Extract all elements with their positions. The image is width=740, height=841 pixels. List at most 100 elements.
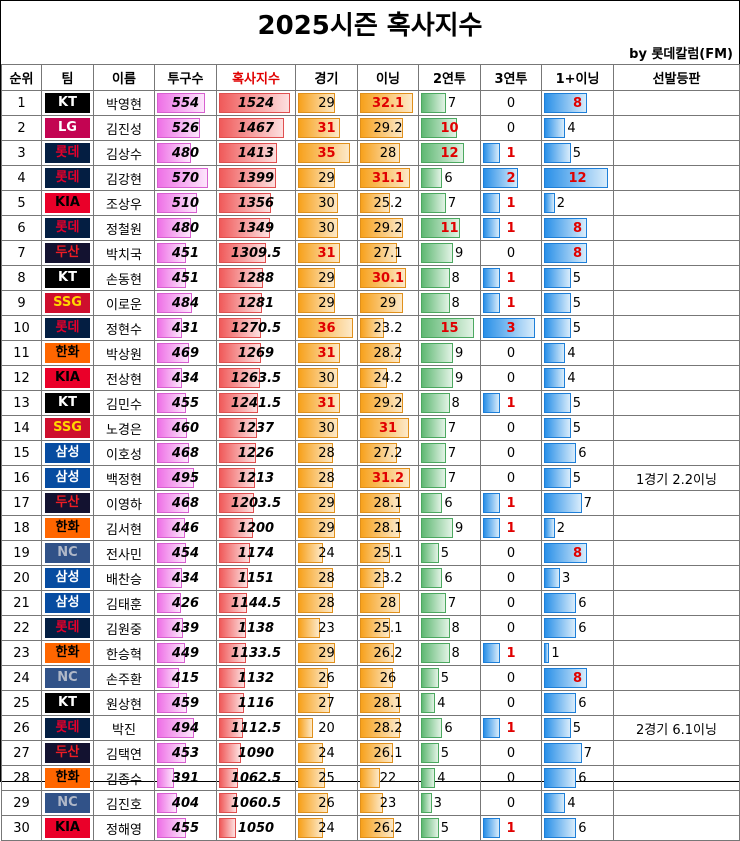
one-plus-cell-value: 5 <box>572 145 582 161</box>
team-badge: 한화 <box>45 343 90 363</box>
innings-cell-bar <box>360 443 397 463</box>
innings-cell: 26 <box>357 665 419 691</box>
innings-cell: 28 <box>357 140 419 166</box>
games-cell-value: 20 <box>318 720 335 736</box>
consec2-cell-value: 7 <box>447 595 457 611</box>
games-cell-bar <box>298 618 321 638</box>
team-badge: NC <box>45 793 90 813</box>
pitches-cell-bar <box>157 668 179 688</box>
one-plus-cell: 6 <box>541 765 614 791</box>
one-plus-cell-bar <box>544 693 577 713</box>
table-row: 18 한화 김서현 446 1200 29 28.1 9 1 2 <box>1 515 740 541</box>
games-cell: 31 <box>295 115 358 141</box>
pitches-cell: 526 <box>154 115 217 141</box>
consec3-cell-value: 1 <box>506 720 516 736</box>
table-row: 13 KT 김민수 455 1241.5 31 29.2 8 1 5 <box>1 390 740 416</box>
games-cell: 36 <box>295 315 358 341</box>
index-cell: 1050 <box>216 815 296 841</box>
index-cell: 1241.5 <box>216 390 296 416</box>
rank-cell: 23 <box>1 640 42 666</box>
games-cell-bar <box>298 418 338 438</box>
starts-cell <box>613 815 740 841</box>
starts-cell <box>613 440 740 466</box>
table-row: 20 삼성 배찬승 434 1151 28 23.2 6 0 3 <box>1 565 740 591</box>
games-cell-value: 28 <box>318 470 335 486</box>
games-cell-value: 25 <box>318 770 335 786</box>
one-plus-cell-value: 6 <box>578 595 587 611</box>
team-cell: KT <box>41 90 94 116</box>
team-cell: 롯데 <box>41 215 94 241</box>
consec3-cell: 1 <box>480 390 542 416</box>
index-cell-value: 1060.5 <box>230 795 282 811</box>
pitches-cell: 460 <box>154 415 217 441</box>
innings-cell-bar <box>360 343 401 363</box>
one-plus-cell-bar <box>544 668 587 688</box>
index-cell: 1263.5 <box>216 365 296 391</box>
starts-cell <box>613 165 740 191</box>
pitches-cell-value: 469 <box>171 345 200 361</box>
consec2-cell-value: 10 <box>440 120 459 136</box>
consec3-cell: 1 <box>480 265 542 291</box>
team-cell: 삼성 <box>41 440 94 466</box>
pitches-cell: 446 <box>154 515 217 541</box>
one-plus-cell: 6 <box>541 615 614 641</box>
index-cell-value: 1281 <box>237 295 275 311</box>
pitches-cell: 453 <box>154 740 217 766</box>
table-row: 19 NC 전사민 454 1174 24 25.1 5 0 8 <box>1 540 740 566</box>
games-cell-value: 26 <box>318 795 335 811</box>
games-cell-value: 30 <box>318 370 335 386</box>
rank-cell: 21 <box>1 590 42 616</box>
consec2-cell-value: 8 <box>451 620 460 636</box>
rank-cell: 27 <box>1 740 42 766</box>
consec2-cell-bar <box>421 393 450 413</box>
header-consec2: 2연투 <box>418 64 481 91</box>
index-cell: 1151 <box>216 565 296 591</box>
one-plus-cell: 5 <box>541 140 614 166</box>
consec2-cell: 10 <box>418 115 481 141</box>
innings-cell-bar <box>360 768 380 788</box>
name-cell: 김강현 <box>93 165 155 191</box>
pitches-cell: 391 <box>154 765 217 791</box>
consec2-cell: 7 <box>418 90 481 116</box>
consec2-cell-value: 7 <box>447 445 457 461</box>
games-cell: 29 <box>295 290 358 316</box>
one-plus-cell-bar <box>544 318 571 338</box>
one-plus-cell-bar <box>544 168 609 188</box>
name-cell: 김종수 <box>93 765 155 791</box>
games-cell: 24 <box>295 815 358 841</box>
team-badge: 롯데 <box>45 618 90 638</box>
team-badge: 삼성 <box>45 593 90 613</box>
consec2-cell-bar <box>421 643 450 663</box>
innings-cell: 26.2 <box>357 640 419 666</box>
index-cell-bar <box>219 468 255 488</box>
name-cell: 손동현 <box>93 265 155 291</box>
games-cell: 30 <box>295 215 358 241</box>
innings-cell-value: 31 <box>378 420 398 436</box>
consec2-cell-bar <box>421 168 443 188</box>
index-cell-bar <box>219 818 237 838</box>
one-plus-cell-bar <box>544 143 571 163</box>
index-cell-bar <box>219 143 278 163</box>
consec2-cell-bar <box>421 718 443 738</box>
consec3-cell-bar <box>483 168 518 188</box>
consec3-cell-value: 0 <box>506 370 516 386</box>
pitches-cell: 434 <box>154 565 217 591</box>
innings-cell-value: 26.2 <box>373 645 403 661</box>
pitches-cell-bar <box>157 743 187 763</box>
one-plus-cell-value: 6 <box>578 770 587 786</box>
team-badge: SSG <box>45 293 90 313</box>
pitches-cell-value: 570 <box>171 170 200 186</box>
games-cell-bar <box>298 268 336 288</box>
consec3-cell: 0 <box>480 690 542 716</box>
one-plus-cell: 3 <box>541 565 614 591</box>
pitches-cell-value: 480 <box>171 220 200 236</box>
consec2-cell: 12 <box>418 140 481 166</box>
consec3-cell: 1 <box>480 190 542 216</box>
games-cell: 28 <box>295 565 358 591</box>
rank-cell: 25 <box>1 690 42 716</box>
innings-cell-value: 28.1 <box>373 695 403 711</box>
innings-cell: 28.1 <box>357 490 419 516</box>
games-cell-bar <box>298 693 331 713</box>
games-cell-bar <box>298 368 338 388</box>
consec2-cell: 7 <box>418 465 481 491</box>
